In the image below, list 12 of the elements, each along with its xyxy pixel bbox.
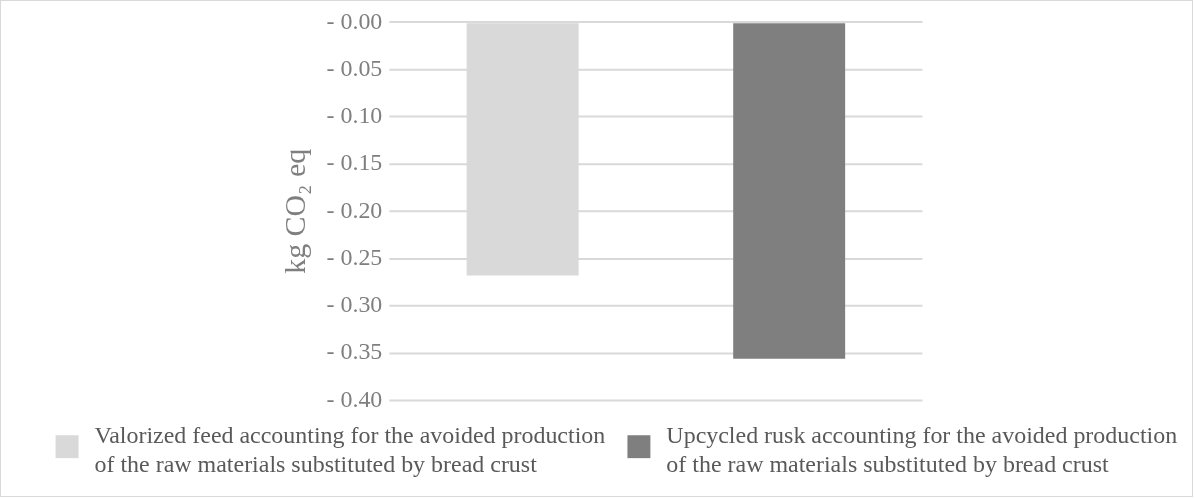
- y-tick-label: - 0.00: [326, 7, 383, 34]
- legend-label: Valorized feed accounting for the avoided production of the raw materials substituted by bread crust: [94, 422, 606, 478]
- y-tick-label: - 0.35: [326, 338, 383, 365]
- y-tick-label: - 0.05: [326, 54, 383, 81]
- y-axis-title: kg CO₂ eq: [278, 148, 312, 274]
- y-tick-label: - 0.20: [326, 196, 383, 223]
- y-tick-label: - 0.40: [326, 385, 383, 412]
- y-tick-label: - 0.30: [326, 291, 383, 318]
- y-tick-label: - 0.25: [326, 243, 383, 270]
- legend-label: Upcycled rusk accounting for the avoided production of the raw materials substituted by bread crust: [666, 422, 1178, 478]
- y-tick-label: - 0.10: [326, 102, 383, 129]
- y-tick-label: - 0.15: [326, 149, 383, 176]
